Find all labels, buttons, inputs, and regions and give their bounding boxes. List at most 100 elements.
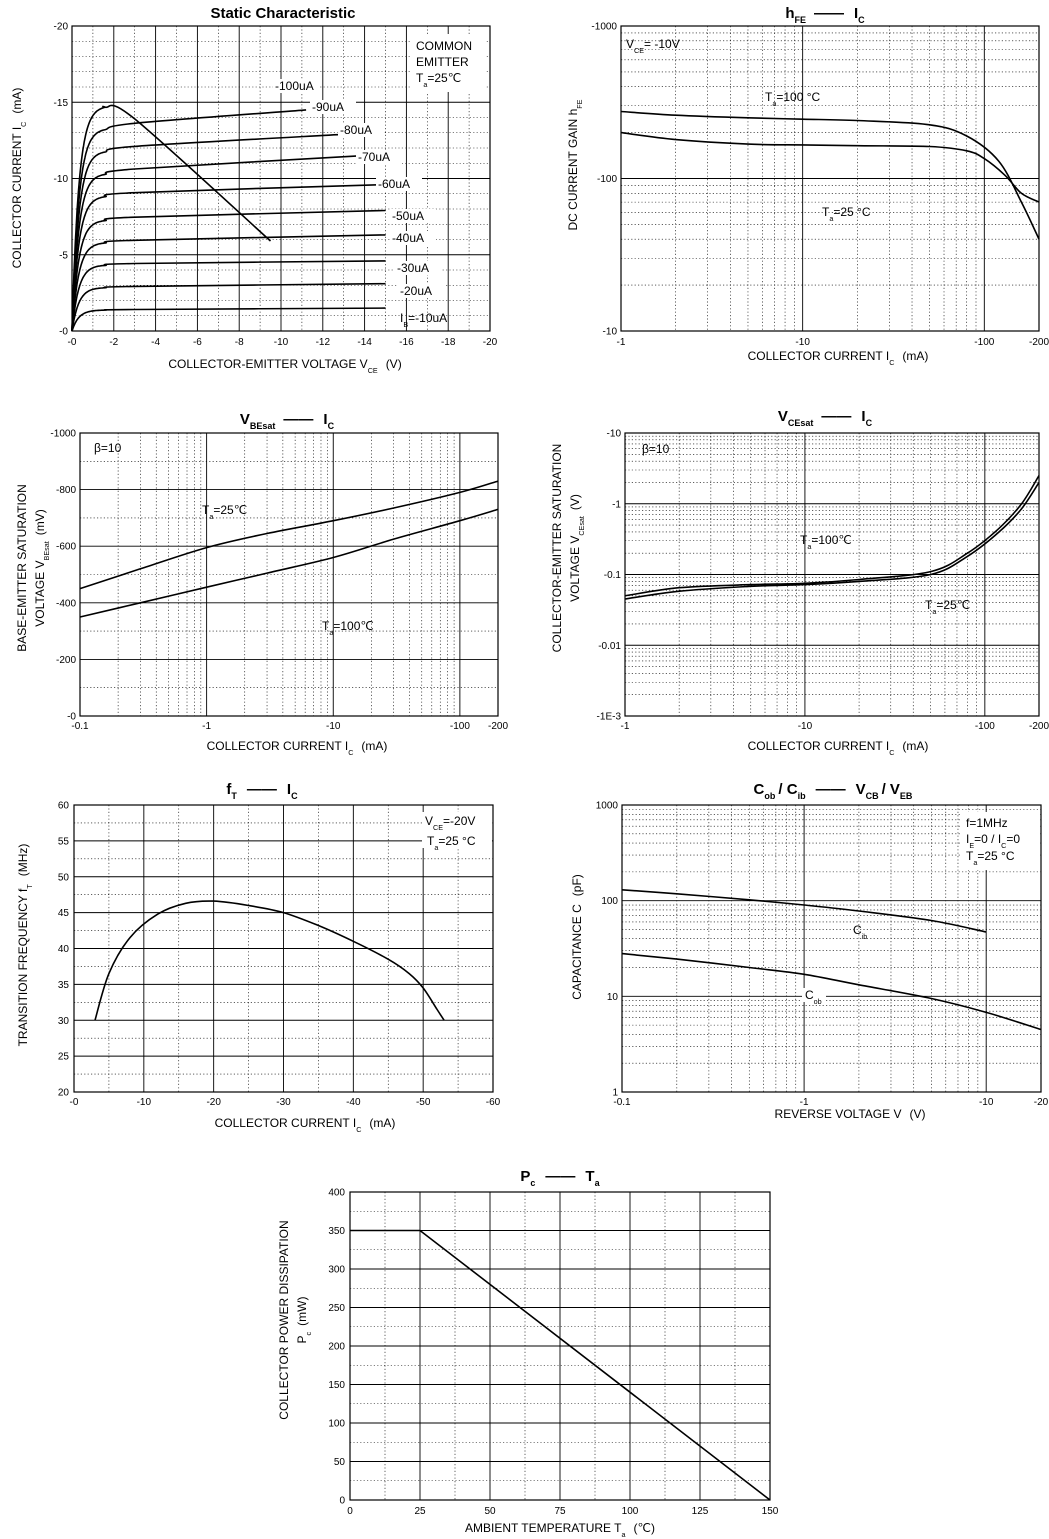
curve-vcesat-0 [624, 475, 1040, 597]
y-tick-label: 200 [328, 1342, 345, 1353]
y-tick-label: 60 [58, 801, 70, 812]
x-tick-label: -8 [235, 337, 244, 348]
x-tick-label: -18 [441, 337, 456, 348]
series-label-25c: Ta=25℃ [202, 503, 247, 521]
y-tick-label: -200 [56, 655, 76, 666]
x-tick-label: -10 [795, 337, 810, 348]
x-tick-label: -0.1 [71, 721, 89, 732]
x-tick-label: -10 [137, 1097, 152, 1108]
y-axis-label-line2-part-2: (V) [568, 494, 582, 510]
series-label-100c: Ta=100 °C [765, 90, 821, 108]
label-backdrop [310, 100, 356, 114]
chart-ft-vs-ic: -0 -10 -20 -30 -40 -50 -60202530354045505560fT… [16, 781, 501, 1134]
series-label-cib-part-0: C [853, 923, 862, 937]
x-tick-label: -2 [109, 337, 118, 348]
y-axis-label-line2-part-1: BEsat [42, 541, 51, 560]
x-tick-label: -10 [274, 337, 289, 348]
curve-ib-2 [71, 133, 344, 332]
y-tick-label: 50 [58, 872, 70, 883]
chart-title-part-0: P [520, 1168, 530, 1185]
x-tick-label: 75 [554, 1506, 566, 1517]
y-tick-label: -0.1 [604, 570, 622, 581]
chart-title: VBEsat —— IC [240, 411, 335, 431]
chart-title-part-6: CB [866, 791, 879, 801]
plot-frame [79, 432, 499, 717]
x-axis-label: COLLECTOR-EMITTER VOLTAGE VCE (V) [168, 357, 401, 375]
x-axis-label-part-0: AMBIENT TEMPERATURE T [465, 1521, 622, 1535]
series-label-100c: Ta=100℃ [800, 533, 852, 551]
note-temperature-part-0: T [427, 834, 435, 848]
note-temperature: Ta=25℃ [416, 71, 461, 89]
curve-cap-0 [621, 889, 987, 933]
x-axis-label-part-0: COLLECTOR-EMITTER VOLTAGE V [168, 357, 367, 371]
series-label-25c-part-0: T [822, 205, 830, 219]
series-label-25c-part-1: a [932, 607, 936, 616]
y-tick-label: -15 [54, 98, 69, 109]
series-label-ib-7: -30uA [397, 261, 429, 275]
curve-ib-9 [71, 307, 386, 332]
series-label-25c: Ta=25 °C [822, 205, 871, 223]
series-label-100c-part-2: =100 °C [776, 90, 820, 104]
y-axis-label-line2-part-2: (mW) [295, 1297, 309, 1326]
series-label-25c-part-1: a [829, 214, 833, 223]
series-label-ib-5: -50uA [392, 209, 424, 223]
chart-title-part-4: a [595, 1178, 601, 1188]
x-axis-label-part-1: C [889, 358, 894, 367]
series-label-25c-part-0: T [925, 598, 933, 612]
x-tick-label: -1 [800, 1097, 809, 1108]
x-tick-label: -100 [975, 721, 995, 732]
x-axis-label-part-0: COLLECTOR CURRENT I [748, 349, 890, 363]
y-tick-label: -800 [56, 485, 76, 496]
series-label-ib-9-part-1: B [403, 320, 408, 329]
chart-title-part-3: I [287, 781, 291, 798]
chart-title-part-0: f [226, 781, 232, 798]
series-label-ib-8: -20uA [400, 284, 432, 298]
note-temperature-part-2: =25℃ [427, 71, 461, 85]
note-temperature-part-2: =25 °C [438, 834, 475, 848]
label-backdrop [395, 261, 441, 275]
x-axis-label-part-0: COLLECTOR CURRENT I [748, 739, 890, 753]
label-backdrop [802, 988, 826, 1002]
chart-title-part-4: C [328, 421, 335, 431]
x-tick-label: -200 [1029, 721, 1049, 732]
series-label-100c-part-2: =100℃ [333, 619, 374, 633]
plot-frame [624, 432, 1040, 717]
chart-title-part-8: EB [900, 791, 913, 801]
x-axis-label-part-2: (V) [386, 357, 402, 371]
series-label-100c-part-2: =100℃ [811, 533, 852, 547]
y-tick-label: -1E-3 [597, 712, 622, 723]
chart-title: fT —— IC [226, 781, 298, 801]
curve-hfe-0 [620, 110, 1040, 240]
note-vce-part-0: V [626, 37, 634, 51]
note-temperature-part-0: T [966, 849, 974, 863]
curve-vcesat-1 [624, 482, 1040, 600]
note-bias-part-2: =0 / I [974, 832, 1001, 846]
chart-title-part-3: I [854, 5, 858, 22]
series-label-100c: Ta=100℃ [322, 619, 374, 637]
note-vce-part-2: = -10V [644, 37, 680, 51]
note-beta: β=10 [94, 441, 122, 455]
note-temperature-part-0: T [416, 71, 424, 85]
x-tick-label: -20 [1034, 1097, 1049, 1108]
series-label-25c-part-1: a [209, 512, 213, 521]
y-tick-label: 1000 [596, 801, 619, 812]
y-axis-label: TRANSITION FREQUENCY fT (MHz) [16, 844, 34, 1047]
curve-vbesat-0 [79, 480, 499, 590]
chart-title: hFE —— IC [785, 5, 865, 25]
chart-title: Cob / Cib —— VCB / VEB [754, 781, 913, 801]
x-axis-label-part-1: C [889, 748, 894, 757]
label-backdrop [338, 123, 384, 137]
x-axis-label: COLLECTOR CURRENT IC (mA) [748, 739, 929, 757]
y-tick-label: -1 [612, 499, 621, 510]
x-tick-label: -40 [346, 1097, 361, 1108]
label-backdrop [273, 79, 319, 93]
note-frequency: f=1MHz [966, 816, 1008, 830]
x-tick-label: -100 [450, 721, 470, 732]
series-label-cib: Cib [853, 923, 867, 941]
y-tick-label: -400 [56, 598, 76, 609]
x-tick-label: 125 [692, 1506, 709, 1517]
x-tick-label: -10 [979, 1097, 994, 1108]
